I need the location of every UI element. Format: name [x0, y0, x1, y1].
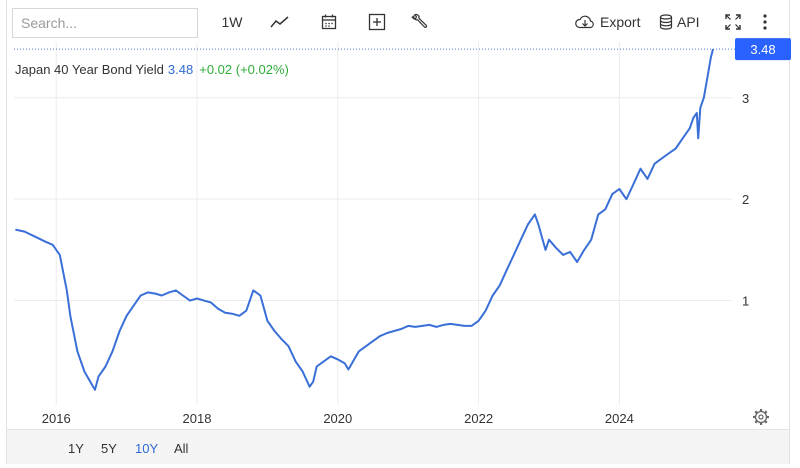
fullscreen-icon[interactable] [722, 10, 744, 34]
line-chart-icon[interactable] [268, 10, 292, 34]
api-button[interactable]: API [659, 10, 703, 34]
grid-lines [14, 42, 732, 405]
search-input[interactable] [12, 8, 198, 38]
legend-change: +0.02 (+0.02%) [199, 62, 289, 77]
x-tick-label: 2020 [323, 411, 352, 426]
export-button[interactable]: Export [574, 10, 642, 34]
range-5y-button[interactable]: 5Y [101, 441, 117, 456]
range-selector-bar: 1Y 5Y 10Y All [7, 429, 789, 464]
y-tick-label: 1 [742, 294, 749, 309]
x-tick-label: 2018 [183, 411, 212, 426]
more-vertical-icon[interactable] [756, 10, 774, 34]
last-value-tag: 3.48 [735, 38, 791, 61]
chart-legend: Japan 40 Year Bond Yield 3.48 +0.02 (+0.02… [15, 62, 289, 77]
plus-box-icon[interactable] [366, 10, 388, 34]
export-label: Export [600, 14, 641, 30]
database-icon [659, 14, 673, 30]
wrench-icon[interactable] [408, 10, 430, 34]
cloud-download-icon [575, 15, 594, 29]
x-tick-label: 2016 [42, 411, 71, 426]
legend-value: 3.48 [167, 62, 194, 77]
last-value-tag-label: 3.48 [750, 42, 775, 57]
interval-button[interactable]: 1W [218, 10, 246, 34]
settings-icon[interactable] [753, 409, 769, 425]
calendar-icon[interactable] [318, 10, 340, 34]
range-1y-button[interactable]: 1Y [68, 441, 84, 456]
last-value-tag-bg [735, 38, 791, 61]
y-axis: 1 2 3 [742, 91, 749, 309]
legend-series-name: Japan 40 Year Bond Yield [15, 62, 164, 77]
interval-label: 1W [221, 14, 243, 30]
api-label: API [677, 14, 700, 30]
x-tick-label: 2022 [464, 411, 493, 426]
series-line [15, 48, 714, 391]
x-tick-label: 2024 [605, 411, 634, 426]
range-all-button[interactable]: All [174, 441, 189, 456]
y-tick-label: 2 [742, 192, 749, 207]
y-tick-label: 3 [742, 91, 749, 106]
x-axis: 2016 2018 2020 2022 2024 [42, 411, 634, 426]
toolbar: 1W Export API [0, 0, 800, 44]
range-10y-button[interactable]: 10Y [135, 441, 159, 456]
